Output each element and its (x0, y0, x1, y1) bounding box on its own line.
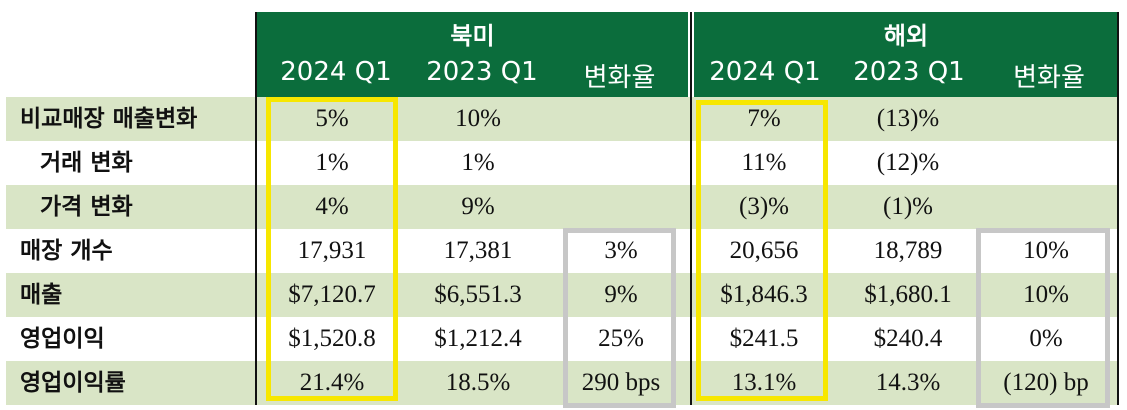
intl-current-value: $241.5 (729, 325, 799, 352)
row-label: 영업이익 (20, 326, 105, 352)
col-header-na-prior: 2023 Q1 (426, 57, 538, 87)
na-prior-value: 1% (461, 149, 495, 176)
intl-change-value: (120) bp (1003, 369, 1089, 396)
table-row: 가격 변화 4% 9% (3)% (1)% (6, 185, 1118, 229)
intl-current-value: 7% (747, 105, 781, 132)
col-header-intl-change: 변화율 (1013, 63, 1085, 93)
row-label: 거래 변화 (40, 150, 133, 176)
intl-current-value: 13.1% (731, 369, 797, 396)
intl-current-value: $1,846.3 (720, 281, 808, 308)
intl-prior-value: (12)% (876, 149, 940, 176)
na-current-value: $7,120.7 (288, 281, 376, 308)
intl-prior-value: $1,680.1 (864, 281, 952, 308)
na-prior-value: 17,381 (443, 237, 513, 264)
col-header-na-change: 변화율 (583, 63, 656, 93)
na-current-value: 5% (315, 105, 349, 132)
na-current-value: 21.4% (299, 369, 365, 396)
na-change-value: 25% (598, 325, 644, 352)
row-label: 매출 (20, 282, 63, 308)
intl-change-value (986, 97, 1106, 141)
col-header-intl-prior: 2023 Q1 (853, 57, 965, 87)
table-row: 매출 $7,120.7 $6,551.3 9% $1,846.3 $1,680.… (6, 273, 1118, 317)
region-title-north-america: 북미 (450, 22, 495, 50)
na-prior-value: 18.5% (445, 369, 511, 396)
intl-change-value: 10% (1023, 281, 1069, 308)
na-prior-value: 9% (461, 193, 495, 220)
table-row: 영업이익 $1,520.8 $1,212.4 25% $241.5 $240.4… (6, 317, 1118, 361)
highlight-box-intl-current (696, 100, 828, 401)
row-label: 영업이익률 (20, 370, 126, 396)
na-change-value: 3% (604, 237, 638, 264)
highlight-box-na-change (563, 228, 676, 408)
region-title-international: 해외 (883, 22, 929, 50)
col-header-na-current: 2024 Q1 (280, 57, 392, 87)
na-change-value (566, 185, 676, 229)
intl-prior-value: 18,789 (873, 237, 943, 264)
na-prior-value: $6,551.3 (434, 281, 522, 308)
table-row: 비교매장 매출변화 5% 10% 7% (13)% (6, 97, 1118, 141)
intl-current-value: 11% (741, 149, 787, 176)
na-change-value: 290 bps (581, 369, 661, 396)
intl-change-value: 0% (1029, 325, 1063, 352)
row-label: 매장 개수 (20, 238, 113, 264)
na-change-value (566, 97, 676, 141)
row-label: 비교매장 매출변화 (20, 106, 198, 132)
intl-current-value: 20,656 (729, 237, 799, 264)
header-north-america: 북미 2024 Q1 2023 Q1 변화율 (257, 12, 688, 97)
intl-current-value: (3)% (739, 193, 789, 220)
table-row: 매장 개수 17,931 17,381 3% 20,656 18,789 10% (6, 229, 1118, 273)
intl-prior-value: (13)% (876, 105, 940, 132)
na-current-value: 17,931 (297, 237, 367, 264)
separator-right-edge (1117, 12, 1119, 405)
highlight-box-intl-change (976, 228, 1110, 408)
na-current-value: 4% (315, 193, 349, 220)
intl-prior-value: (1)% (883, 193, 933, 220)
intl-change-value (986, 185, 1106, 229)
intl-prior-value: 14.3% (875, 369, 941, 396)
intl-prior-value: $240.4 (873, 325, 943, 352)
separator-region (690, 12, 692, 405)
highlight-box-na-current (266, 97, 398, 401)
row-label: 가격 변화 (40, 194, 133, 220)
intl-change-value: 10% (1023, 237, 1069, 264)
col-header-intl-current: 2024 Q1 (709, 57, 821, 87)
intl-change-value (986, 141, 1106, 185)
na-current-value: 1% (315, 149, 349, 176)
na-change-value (566, 141, 676, 185)
table-row: 거래 변화 1% 1% 11% (12)% (6, 141, 1118, 185)
na-change-value: 9% (604, 281, 638, 308)
header-international: 해외 2024 Q1 2023 Q1 변화율 (694, 12, 1118, 97)
na-current-value: $1,520.8 (288, 325, 376, 352)
na-prior-value: 10% (455, 105, 501, 132)
table-row: 영업이익률 21.4% 18.5% 290 bps 13.1% 14.3% (1… (6, 361, 1118, 405)
separator-label-column (255, 12, 257, 405)
na-prior-value: $1,212.4 (434, 325, 522, 352)
